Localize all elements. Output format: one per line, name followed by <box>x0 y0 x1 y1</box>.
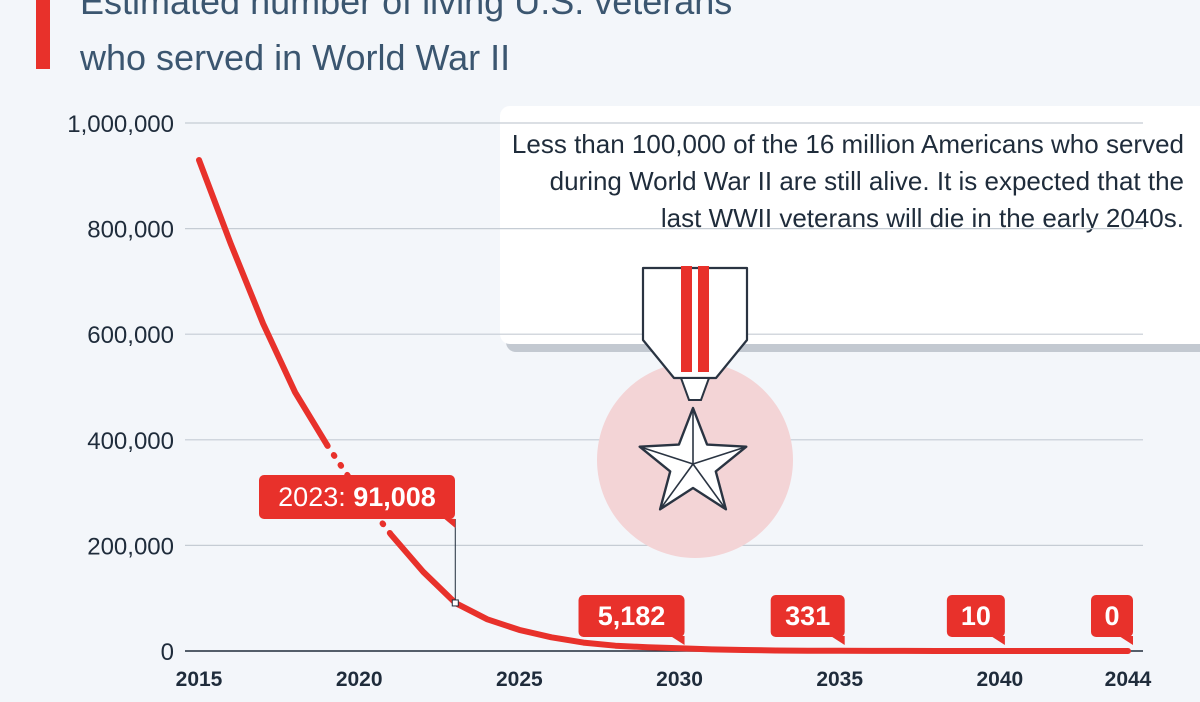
data-label-text: 2023: 91,008 <box>278 482 436 512</box>
data-label-box <box>578 595 685 637</box>
chart-title-line-2: who served in World War II <box>80 37 511 78</box>
data-label-box <box>946 595 1005 637</box>
x-tick-label: 2044 <box>1105 668 1152 691</box>
medal-ribbon <box>641 266 749 380</box>
x-tick-label: 2015 <box>176 668 223 691</box>
data-label-box <box>1091 595 1133 637</box>
data-label-box <box>770 595 845 637</box>
data-label-box <box>259 475 455 519</box>
data-label: 5,182 <box>578 595 685 645</box>
title-accent-bar <box>36 0 50 69</box>
series-line <box>196 157 331 449</box>
data-label-prefix: 2023: <box>278 482 353 512</box>
data-label: 0 <box>1091 595 1133 645</box>
data-label-text: 10 <box>961 601 991 631</box>
y-tick-label: 1,000,000 <box>67 111 174 138</box>
ribbon-stripe <box>681 266 692 372</box>
medal-icon <box>597 266 793 558</box>
medal-star-facet <box>639 445 694 465</box>
chart-title-line-1: Estimated number of living U.S. veterans <box>80 0 733 22</box>
y-tick-label: 200,000 <box>87 533 174 560</box>
data-label: 331 <box>770 595 845 645</box>
data-label-pointer <box>1119 636 1133 645</box>
y-tick-label: 600,000 <box>87 322 174 349</box>
x-tick-label: 2025 <box>496 668 543 691</box>
data-label-text: 331 <box>785 601 830 631</box>
data-label: 10 <box>946 595 1005 645</box>
medal-clasp <box>679 377 711 401</box>
x-tick-label: 2035 <box>816 668 863 691</box>
data-label: 2023: 91,008 <box>259 475 459 607</box>
y-tick-label: 0 <box>161 639 174 666</box>
data-label-pointer <box>990 636 1005 645</box>
ribbon-stripe <box>698 266 709 372</box>
y-tick-label: 400,000 <box>87 428 174 455</box>
medal-star-facet <box>692 445 747 465</box>
medal-star-facet <box>659 463 694 510</box>
data-label-value: 91,008 <box>353 482 436 512</box>
annotation-box: Less than 100,000 of the 16 million Amer… <box>500 106 1200 344</box>
data-label-pointer <box>670 636 685 645</box>
data-point-marker <box>451 599 459 607</box>
medal-star-facet <box>692 463 727 510</box>
data-label-text: 5,182 <box>598 601 666 631</box>
series-line <box>388 531 1131 654</box>
data-label-pointer <box>830 636 845 645</box>
data-label-pointer <box>443 518 456 528</box>
y-tick-label: 800,000 <box>87 217 174 244</box>
x-tick-label: 2040 <box>977 668 1024 691</box>
x-tick-label: 2020 <box>336 668 383 691</box>
x-tick-label: 2030 <box>656 668 703 691</box>
data-label-text: 0 <box>1104 601 1119 631</box>
